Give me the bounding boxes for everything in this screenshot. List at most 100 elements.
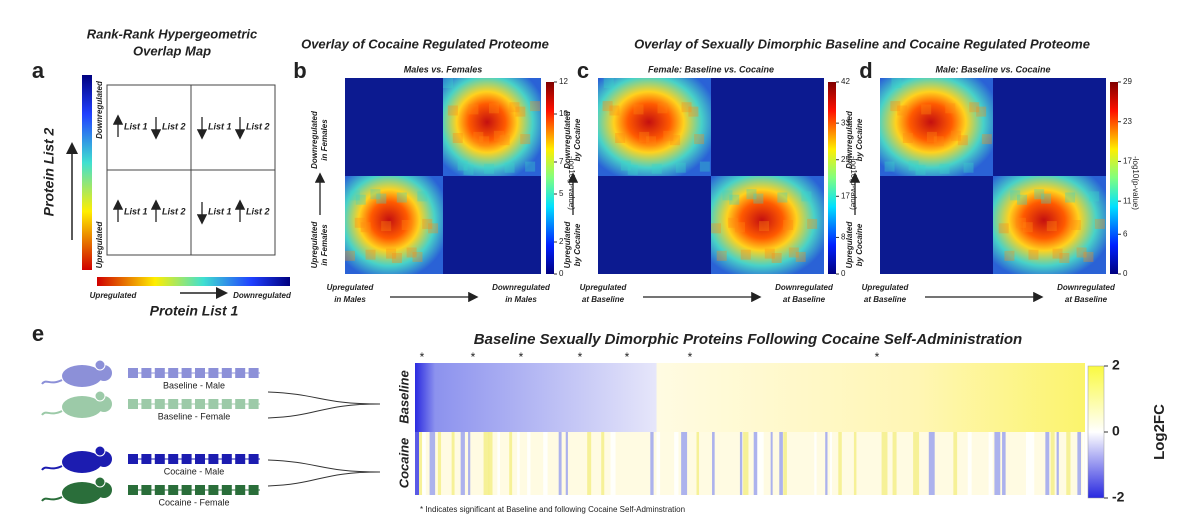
heatmap-cell (1022, 222, 1033, 233)
panel-title: Overlap Map (133, 43, 211, 58)
heatmap-cell (890, 101, 901, 112)
stripe (739, 432, 743, 495)
stripe (783, 432, 787, 495)
label: Downregulated (1057, 283, 1116, 292)
colorbar-tick-label: 0 (559, 269, 564, 278)
heatmap-cell (897, 105, 908, 116)
heatmap-cell (493, 130, 504, 141)
heatmap-cell (447, 105, 458, 116)
panel-letter: a (32, 58, 45, 83)
colorbar-tick-label: 0 (1123, 269, 1128, 278)
heatmap-cell (1028, 249, 1039, 260)
colorbar-tick-label: 2 (1112, 357, 1120, 373)
heatmap-cell (499, 135, 510, 146)
label: Upregulated (95, 221, 104, 269)
stripe (437, 432, 442, 495)
heatmap-block (711, 176, 824, 274)
stripe (757, 432, 762, 495)
heatmap-cell (921, 104, 932, 115)
mouse-body (62, 396, 102, 418)
stripe (517, 432, 520, 495)
label: Downregulated (845, 110, 854, 169)
stripe (988, 432, 993, 495)
mouse-body (62, 451, 102, 473)
label: Upregulated (862, 283, 910, 292)
heatmap-cell (365, 249, 376, 260)
connector (267, 391, 381, 419)
colorbar-tick-label: 11 (1123, 196, 1132, 205)
significance-marker: * (578, 350, 583, 364)
axis-label: Protein List 1 (150, 303, 239, 319)
heatmap-cell (735, 222, 746, 233)
stripe (601, 432, 605, 495)
heatmap-cell (740, 249, 751, 260)
stripe (1002, 432, 1006, 495)
colorbar-tick-label: 7 (559, 157, 564, 166)
label: Upregulated (563, 221, 572, 269)
heatmap-cell (520, 134, 531, 145)
quadrant-label: List 2 (246, 121, 270, 131)
heatmap-cell (428, 223, 439, 234)
heatmap-cell (488, 103, 499, 114)
heatmap-cell (1094, 218, 1105, 229)
heatmap-cell (1083, 251, 1094, 262)
label: at Baseline (1065, 295, 1108, 304)
stripe (610, 432, 616, 495)
heatmap-cell (360, 222, 371, 233)
heatmap-cell (976, 106, 987, 117)
stripe (853, 432, 857, 495)
stripe (468, 432, 471, 495)
stripe (415, 432, 419, 495)
stripe (712, 432, 715, 495)
heatmap-cell (1010, 190, 1021, 201)
stripe (422, 432, 426, 495)
stripe (994, 432, 1001, 495)
heatmap-cell (370, 189, 381, 200)
heatmap-cell (609, 105, 620, 116)
panel-letter: e (32, 321, 44, 346)
panel-title: Baseline Sexually Dimorphic Proteins Fol… (474, 331, 1022, 348)
heatmap-cell (646, 136, 657, 147)
heatmap-cell (509, 102, 520, 113)
label: at Baseline (582, 295, 625, 304)
stripe (838, 432, 842, 495)
stripe (913, 432, 920, 495)
heatmap-cell (355, 194, 366, 205)
heatmap-cell (412, 251, 423, 262)
heatmap-cell (1052, 248, 1063, 259)
colorbar (1087, 365, 1105, 499)
colorbar (97, 277, 290, 286)
legend-label: Cocaine - Male (164, 466, 225, 476)
heatmap-block (880, 78, 993, 176)
colorbar-tick-label: 8 (841, 233, 846, 242)
stripe (892, 432, 897, 495)
label: by Cocaine (573, 118, 582, 161)
heatmap-cell (801, 191, 812, 202)
mouse-icon (41, 476, 112, 504)
heatmap-subtitle: Male: Baseline vs. Cocaine (935, 64, 1050, 74)
heatmap-cell (759, 221, 770, 232)
quadrant-label: List 1 (208, 121, 232, 131)
connector (267, 459, 381, 487)
significance-marker: * (519, 350, 524, 364)
stripe (587, 432, 592, 495)
quadrant-label: List 2 (246, 206, 270, 216)
stripe (953, 432, 958, 495)
mouse-tail (41, 465, 63, 471)
mouse-ear (94, 359, 106, 371)
heatmap-cell (1017, 194, 1028, 205)
cocaine-row (415, 432, 1085, 495)
stripe (656, 432, 661, 495)
heatmap-cell (884, 161, 895, 172)
section-title: Overlay of Cocaine Regulated Proteome (301, 36, 549, 51)
panel-letter: d (859, 58, 872, 83)
mouse-tail (41, 410, 63, 416)
mouse-icon (41, 445, 112, 473)
significance-marker: * (875, 350, 880, 364)
colorbar-tick-label: 12 (559, 77, 568, 86)
stripe (696, 432, 700, 495)
colorbar-tick-label: 17 (841, 191, 850, 200)
colorbar-label: -log10(p-value) (1131, 156, 1140, 210)
colorbar-tick-label: 0 (841, 269, 846, 278)
